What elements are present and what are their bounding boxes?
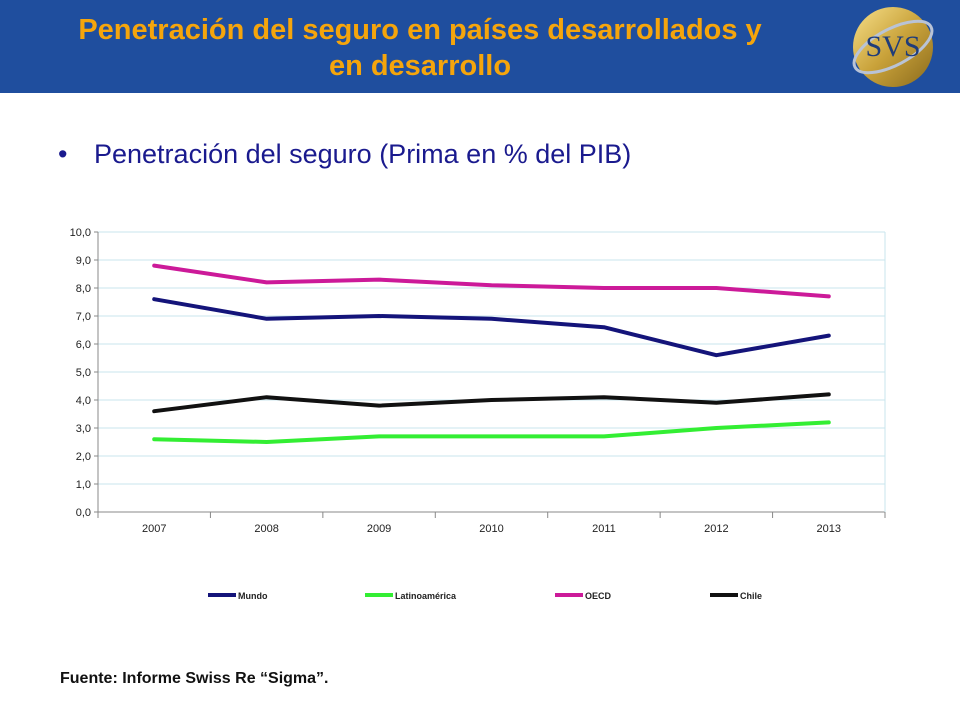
data-point [377,404,381,408]
data-point [602,286,606,290]
series-line-chile [152,392,831,414]
x-tick-label: 2010 [479,523,503,535]
data-point [265,317,269,321]
data-point [490,317,493,321]
y-tick-label: 4,0 [76,395,91,407]
data-point [265,440,269,444]
y-tick-label: 8,0 [76,283,91,295]
x-tick-label: 2012 [704,523,728,535]
data-point [152,264,156,268]
data-point [827,420,831,424]
source-note: Fuente: Informe Swiss Re “Sigma”. [60,670,329,687]
y-tick-label: 0,0 [76,507,91,519]
data-point [602,325,606,329]
data-point [714,286,718,290]
data-point [152,297,156,301]
header-bar: Penetración del seguro en países desarro… [0,0,960,93]
line-chart: 0,0 1,0 2,0 3,0 4,0 5,0 6,0 7,0 8,0 9,0 10,0 2007 20… [70,227,886,601]
y-tick-label: 9,0 [76,255,91,267]
data-point [490,434,493,438]
data-point [377,278,381,282]
legend-label: Chile [740,591,762,601]
data-point [602,395,606,399]
data-point [602,434,606,438]
data-point [265,395,269,399]
series-line-oecd [152,263,831,299]
y-tick-label: 10,0 [70,227,91,239]
title-line-1: Penetración del seguro en países desarro… [78,14,762,46]
series-line-mundo [152,297,831,358]
series-line-latinoamérica [152,420,831,444]
data-point [377,314,381,318]
x-tick-label: 2008 [254,523,278,535]
y-tick-label: 6,0 [76,339,91,351]
data-point [152,437,156,441]
chart-subtitle: • Penetración del seguro (Prima en % del … [58,136,631,172]
y-tick-label: 2,0 [76,451,91,463]
data-point [490,398,493,402]
bullet-icon: • [58,139,68,169]
legend-label: OECD [585,591,612,601]
data-point [714,401,718,405]
y-tick-label: 5,0 [76,367,91,379]
data-point [377,434,381,438]
data-point [827,392,831,396]
x-tick-label: 2013 [817,523,841,535]
data-point [827,334,831,338]
svs-logo: SVS [852,7,934,87]
y-tick-label: 1,0 [76,479,91,491]
x-tick-label: 2007 [142,523,166,535]
legend-label: Latinoamérica [395,591,457,601]
data-point [714,426,718,430]
data-point [152,409,156,413]
data-point [490,283,493,287]
logo-text: SVS [865,30,920,63]
x-tick-label: 2009 [367,523,391,535]
y-tick-label: 7,0 [76,311,91,323]
title-line-2: en desarrollo [328,50,512,82]
y-tick-label: 3,0 [76,423,91,435]
data-point [714,353,718,357]
page-title: Penetración del seguro en países desarro… [20,12,820,84]
subtitle-text: Penetración del seguro (Prima en % del P… [94,139,632,169]
data-point [827,294,831,298]
data-point [265,280,269,284]
x-tick-label: 2011 [592,523,616,535]
legend-label: Mundo [238,591,268,601]
